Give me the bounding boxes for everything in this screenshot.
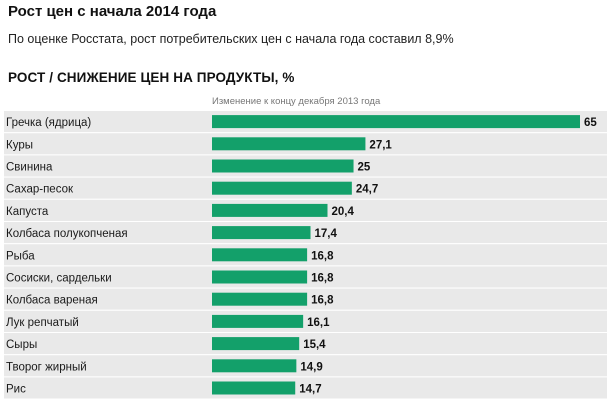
value-label: 16,8 (311, 273, 334, 285)
category-label: Колбаса вареная (6, 295, 98, 307)
bar (212, 159, 354, 173)
chart-axis-note: Изменение к концу декабря 2013 года (212, 96, 381, 107)
bar (212, 181, 352, 195)
bar (212, 226, 311, 240)
bar (212, 381, 296, 395)
value-label: 14,9 (300, 361, 322, 373)
category-label: Куры (6, 139, 33, 151)
value-label: 16,8 (311, 250, 334, 262)
value-label: 17,4 (315, 228, 338, 240)
value-label: 25 (358, 162, 371, 174)
category-label: Сыры (6, 339, 37, 351)
chart-title: РОСТ / СНИЖЕНИЕ ЦЕН НА ПРОДУКТЫ, % (8, 70, 295, 85)
bar (212, 314, 304, 328)
bar (212, 115, 580, 129)
bar (212, 359, 297, 373)
bar (212, 292, 308, 306)
value-label: 14,7 (299, 384, 321, 396)
value-label: 15,4 (303, 339, 326, 351)
bar (212, 337, 300, 351)
category-label: Рыба (6, 250, 35, 262)
row-stripe (4, 355, 607, 377)
bar (212, 203, 328, 217)
page-subtitle: По оценке Росстата, рост потребительских… (8, 32, 454, 46)
category-label: Творог жирный (6, 361, 87, 373)
category-label: Колбаса полукопченая (6, 228, 128, 240)
category-label: Лук репчатый (6, 317, 79, 329)
value-label: 27,1 (369, 139, 392, 151)
category-label: Рис (6, 384, 26, 396)
value-label: 16,1 (307, 317, 330, 329)
category-label: Сосиски, сардельки (6, 273, 112, 285)
bar (212, 248, 308, 262)
row-stripe (4, 377, 607, 399)
category-label: Сахар-песок (6, 184, 74, 196)
row-stripe (4, 333, 607, 355)
category-label: Гречка (ядрица) (6, 117, 91, 129)
bar (212, 270, 308, 284)
value-label: 24,7 (356, 184, 378, 196)
value-label: 65 (584, 117, 597, 129)
row-stripe (4, 310, 607, 332)
bar (212, 137, 366, 151)
value-label: 16,8 (311, 295, 334, 307)
page-title: Рост цен с начала 2014 года (8, 3, 217, 20)
category-label: Капуста (6, 206, 49, 218)
category-label: Свинина (6, 162, 53, 174)
value-label: 20,4 (331, 206, 354, 218)
